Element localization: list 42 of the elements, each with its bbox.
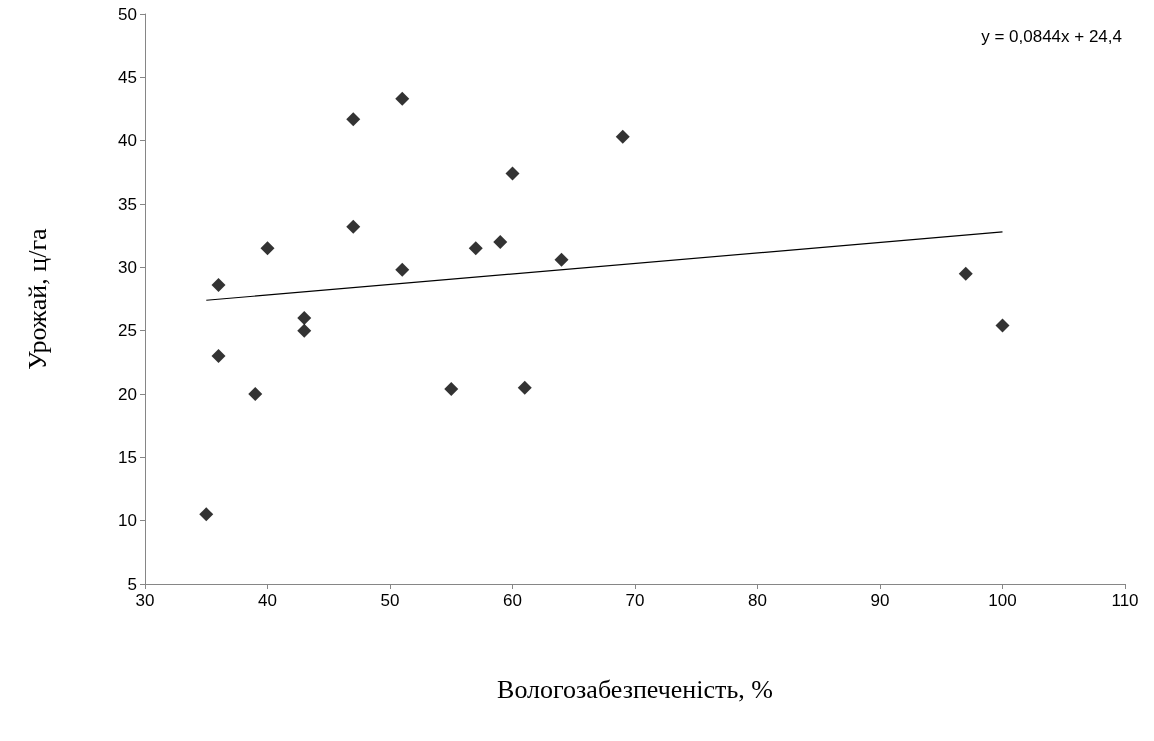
x-tick-label: 30 [135, 591, 155, 610]
y-tick-label: 45 [118, 67, 137, 87]
x-tick-label: 60 [503, 591, 522, 610]
point [395, 262, 410, 277]
x-axis-title: Вологозабезпеченість, % [497, 674, 773, 704]
y-tick-label: 30 [118, 257, 137, 277]
point [248, 387, 263, 401]
point [493, 235, 508, 249]
y-tick-label: 5 [127, 574, 137, 594]
x-tick-label: 100 [988, 591, 1017, 610]
x-tick-label: 110 [1111, 591, 1139, 610]
point [554, 252, 569, 267]
point [211, 278, 226, 293]
y-tick-label: 15 [118, 447, 137, 467]
point [995, 318, 1010, 333]
point [395, 91, 410, 106]
point [297, 311, 312, 325]
point [297, 323, 312, 338]
y-tick-label: 10 [118, 511, 137, 531]
point [444, 381, 459, 396]
point [517, 380, 532, 395]
point [468, 241, 483, 256]
y-axis-title: Урожай, ц/га [22, 227, 52, 370]
point [505, 166, 520, 181]
point [346, 112, 361, 127]
point [958, 266, 973, 281]
y-tick-label: 35 [118, 194, 137, 214]
x-tick-label: 40 [258, 591, 277, 610]
x-tick-label: 50 [380, 591, 400, 610]
y-tick-label: 50 [118, 4, 137, 24]
y-tick-label: 25 [118, 321, 137, 341]
y-tick-label: 20 [118, 384, 137, 404]
annotation: y = 0,0844x + 24,4 [981, 27, 1123, 46]
point [615, 129, 630, 144]
point [346, 219, 361, 234]
point [199, 507, 214, 522]
x-tick-label: 70 [625, 591, 645, 610]
x-tick-label: 90 [870, 591, 890, 610]
point [211, 349, 226, 363]
point [260, 241, 275, 256]
x-tick-label: 80 [748, 591, 767, 610]
y-tick-label: 40 [118, 131, 137, 151]
